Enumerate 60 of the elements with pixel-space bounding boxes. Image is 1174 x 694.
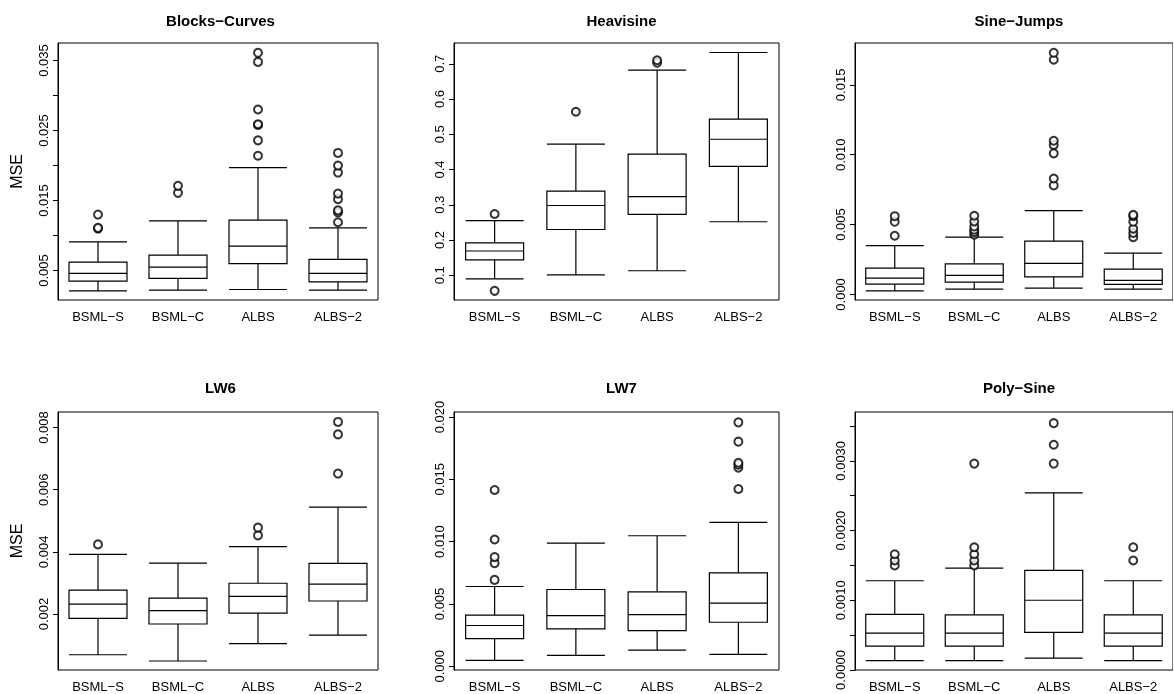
y-tick-label: 0.6 [432,90,447,109]
chart-title: Blocks−Curves [166,12,275,29]
y-tick-label: 0.0030 [833,440,848,481]
y-tick-label: 0.7 [432,54,447,73]
y-tick-label: 0.002 [36,597,51,631]
y-tick-label: 0.035 [36,44,51,77]
x-tick-label: BSML−C [151,309,205,324]
x-tick-label: BSML−S [868,309,921,324]
y-tick-label: 0.025 [36,114,51,147]
y-tick-label: 0.000 [432,649,447,683]
x-tick-label: BSML−S [72,679,125,694]
y-tick-label: 0.3 [432,195,447,214]
y-tick-label: 0.015 [432,463,447,496]
chart-title: LW7 [606,379,637,396]
y-tick-label: 0.015 [833,68,848,102]
y-tick-label: 0.010 [432,525,447,558]
chart-title: Poly−Sine [982,379,1056,396]
y-tick-label: 0.008 [36,411,51,444]
y-tick-label: 0.2 [432,231,447,250]
x-tick-label: BSML−C [151,679,205,694]
y-tick-label: 0.0010 [833,580,848,621]
x-tick-label: BSML−S [468,309,521,324]
y-axis-title: MSE [7,154,25,189]
x-tick-label: ALBS−2 [313,309,363,324]
y-tick-label: 0.5 [432,125,447,144]
y-tick-label: 0.020 [432,400,447,434]
chart-title: LW6 [205,379,236,396]
x-tick-label: ALBS [241,309,275,324]
y-tick-label: 0.015 [36,184,51,217]
y-tick-label: 0.005 [432,587,447,621]
x-tick-label: ALBS [640,309,675,324]
y-tick-label: 0.006 [36,473,51,506]
x-tick-label: BSML−C [948,679,1001,694]
x-tick-label: BSML−S [868,679,921,694]
x-tick-label: ALBS [1037,309,1071,324]
x-tick-label: ALBS−2 [313,679,363,694]
y-tick-label: 0.4 [432,160,447,179]
x-tick-label: ALBS−2 [714,309,763,324]
x-tick-label: BSML−S [72,309,125,324]
x-tick-label: ALBS [640,679,675,694]
y-tick-label: 0.1 [432,266,447,285]
x-tick-label: ALBS [241,679,275,694]
x-tick-label: BSML−C [948,309,1001,324]
chart-title: Sine−Jumps [974,12,1064,29]
x-tick-label: BSML−C [549,679,603,694]
y-tick-label: 0.0020 [833,510,848,551]
y-tick-label: 0.010 [833,138,848,172]
x-tick-label: ALBS−2 [1109,309,1158,324]
x-tick-label: ALBS [1037,679,1071,694]
y-tick-label: 0.005 [833,208,848,241]
y-tick-label: 0.000 [833,278,848,311]
y-tick-label: 0.004 [36,535,51,569]
x-tick-label: ALBS−2 [714,679,763,694]
y-axis-title: MSE [7,523,25,559]
y-tick-label: 0.0000 [833,650,848,690]
x-tick-label: BSML−C [549,309,603,324]
x-tick-label: ALBS−2 [1109,679,1158,694]
x-tick-label: BSML−S [468,679,521,694]
chart-title: Heavisine [586,12,657,29]
y-tick-label: 0.005 [36,254,51,287]
